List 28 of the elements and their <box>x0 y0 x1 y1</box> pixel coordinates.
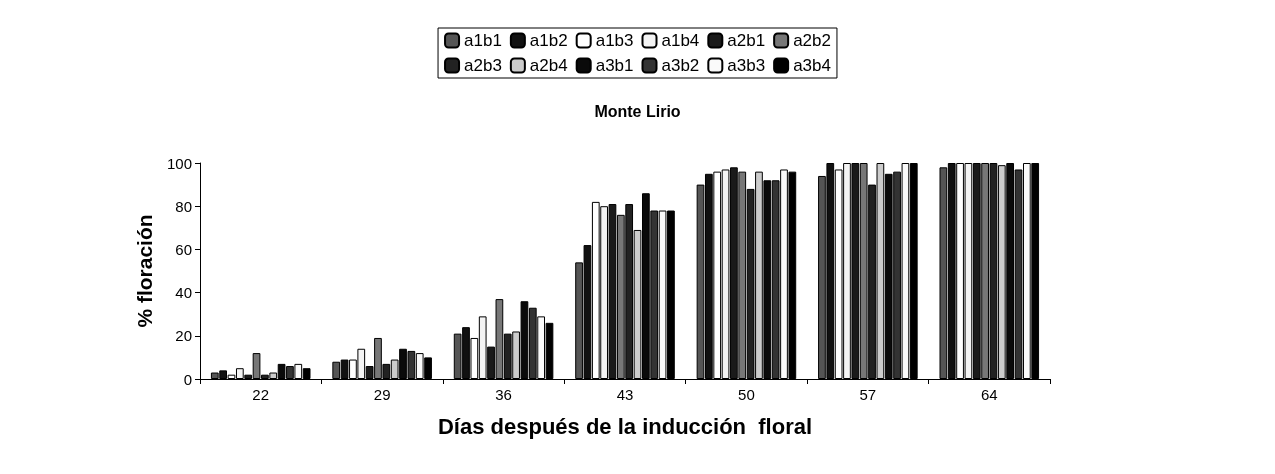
x-tick-label: 50 <box>738 386 755 403</box>
x-tick-label: 36 <box>495 386 512 403</box>
legend-label: a1b4 <box>661 31 700 50</box>
x-tick-label: 64 <box>980 386 998 403</box>
legend-label: a3b3 <box>727 56 766 75</box>
legend-label: a3b2 <box>661 56 700 75</box>
y-tick-label: 60 <box>175 240 192 258</box>
legend-label: a2b3 <box>464 56 502 75</box>
x-axis-title: Días después de la inducción floral <box>437 413 813 439</box>
y-tick-label: 100 <box>166 154 192 172</box>
x-tick-label: 43 <box>616 386 634 403</box>
x-tick-label: 57 <box>859 386 877 403</box>
legend-label: a3b1 <box>595 56 634 75</box>
y-tick-label: 20 <box>175 327 192 345</box>
y-tick-label: 40 <box>175 284 192 302</box>
chart-title: Monte Lirio <box>594 102 681 120</box>
legend-label: a2b1 <box>727 31 766 50</box>
x-tick-label: 22 <box>252 386 270 403</box>
y-axis-title: % floración <box>133 214 156 328</box>
y-tick-label: 80 <box>175 197 192 215</box>
legend-label: a2b2 <box>793 31 831 50</box>
legend-label: a1b2 <box>529 31 568 50</box>
y-tick-label: 0 <box>183 370 192 388</box>
legend-label: a3b4 <box>793 56 831 75</box>
legend-label: a2b4 <box>529 56 568 75</box>
x-tick-label: 29 <box>373 386 391 403</box>
legend-label: a1b3 <box>595 31 634 50</box>
legend-label: a1b1 <box>464 31 502 50</box>
